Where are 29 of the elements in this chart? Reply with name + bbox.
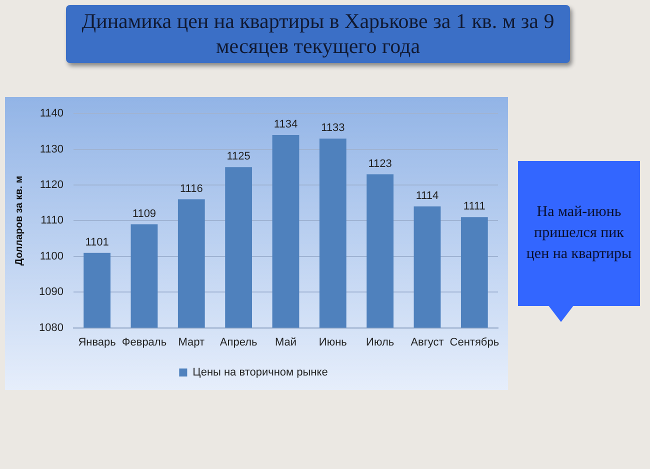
- data-label: 1123: [368, 158, 392, 170]
- text: На май-июнь пришелся пик цен на квартиры: [518, 161, 640, 306]
- legend-label: Цены на вторичном рынке: [192, 366, 328, 379]
- x-tick-label: Март: [178, 336, 205, 348]
- y-tick-label: 1110: [40, 214, 64, 227]
- data-label: 1101: [85, 236, 109, 248]
- x-tick-label: Апрель: [220, 336, 258, 348]
- x-tick-label: Февраль: [122, 336, 167, 348]
- y-tick-label: 1120: [40, 179, 64, 192]
- data-label: 1111: [463, 200, 486, 213]
- data-label: 1109: [132, 208, 156, 220]
- data-label: 1125: [226, 150, 250, 163]
- x-tick-label: Июнь: [318, 336, 348, 348]
- x-tick-label: Май: [274, 336, 297, 348]
- y-tick-label: 1080: [38, 322, 64, 334]
- x-tick-label: Июль: [366, 336, 394, 348]
- y-axis-title: Долларов за кв. м: [14, 176, 25, 266]
- data-label: 1134: [274, 118, 298, 131]
- y-tick-label: 1140: [40, 108, 64, 120]
- data-label: 1133: [321, 122, 345, 134]
- chart-title: Динамика цен на квартиры в Харькове за 1 кв. м за 9 месяцев текущего года: [66, 5, 570, 63]
- y-tick-label: 1130: [40, 143, 64, 156]
- y-tick-label: 1100: [40, 250, 64, 262]
- x-tick-label: Август: [410, 336, 444, 348]
- x-tick-label: Сентябрь: [450, 336, 500, 348]
- x-tick-label: Январь: [78, 336, 116, 348]
- y-tick-label: 1090: [38, 286, 64, 298]
- data-label: 1114: [416, 190, 439, 202]
- data-label: 1116: [180, 182, 203, 195]
